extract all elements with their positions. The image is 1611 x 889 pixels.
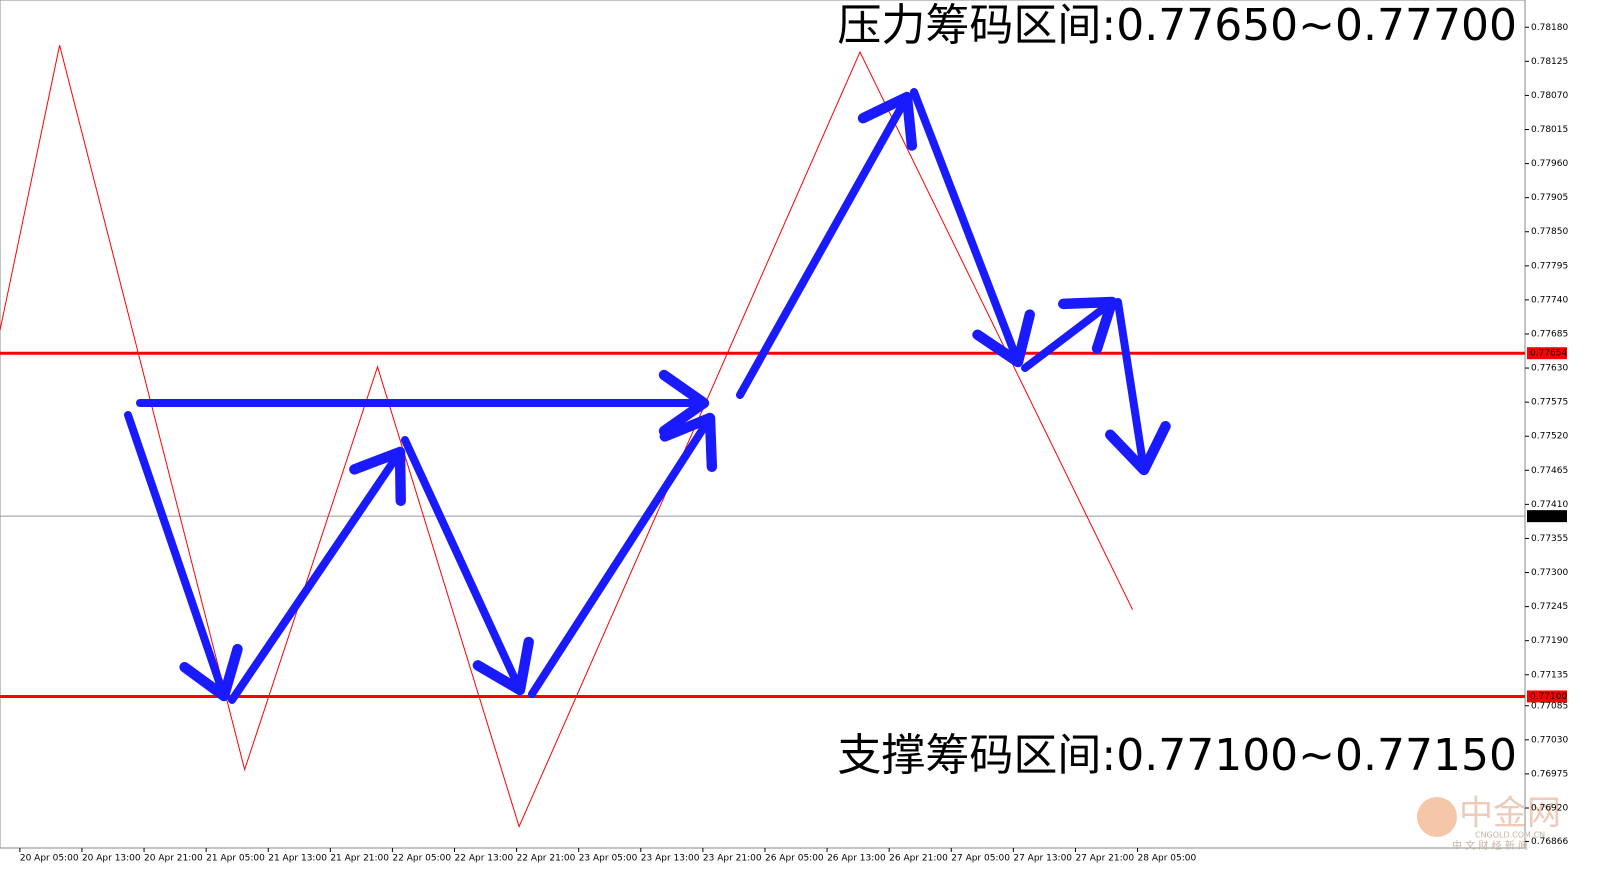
- x-tick-label: 27 Apr 05:00: [951, 854, 1010, 864]
- x-tick-label: 20 Apr 05:00: [20, 854, 79, 864]
- x-tick-label: 20 Apr 21:00: [144, 854, 203, 864]
- arrow: [1021, 296, 1118, 372]
- price-tag-label: 0.77100: [1530, 692, 1567, 702]
- y-tick-label: 0.76866: [1531, 837, 1568, 847]
- arrow: [228, 446, 406, 704]
- arrow: [401, 436, 534, 696]
- y-tick-label: 0.77575: [1531, 398, 1568, 408]
- trend-arrows: [124, 88, 1171, 704]
- x-tick-label: 26 Apr 21:00: [889, 854, 948, 864]
- y-tick-label: 0.77135: [1531, 670, 1568, 680]
- y-tick-label: 0.76975: [1531, 769, 1568, 779]
- y-tick-label: 0.77850: [1531, 227, 1568, 237]
- price-tag: [1527, 690, 1567, 703]
- watermark-slogan: 中 文 财 经 新 闻: [1452, 839, 1528, 852]
- watermark-site: CNGOLD.COM.CN: [1475, 831, 1545, 840]
- x-tick-label: 22 Apr 21:00: [517, 854, 576, 864]
- y-tick-label: 0.77030: [1531, 735, 1568, 745]
- x-tick-label: 23 Apr 21:00: [703, 854, 762, 864]
- x-tick-label: 27 Apr 21:00: [1075, 854, 1134, 864]
- y-tick-label: 0.78125: [1531, 57, 1568, 67]
- y-tick-label: 0.77245: [1531, 602, 1568, 612]
- price-tag-label: 0.77654: [1530, 349, 1567, 359]
- y-tick-label: 0.77795: [1531, 261, 1568, 271]
- x-tick-label: 22 Apr 05:00: [392, 854, 451, 864]
- y-tick-label: 0.77685: [1531, 329, 1568, 339]
- y-tick-label: 0.78070: [1531, 91, 1568, 101]
- price-tag-label: 0.77391: [1530, 512, 1567, 522]
- x-tick-label: 22 Apr 13:00: [455, 854, 514, 864]
- y-tick-label: 0.77465: [1531, 466, 1568, 476]
- y-tick-label: 0.78180: [1531, 23, 1568, 33]
- watermark-logo: 中金网: [1459, 794, 1561, 834]
- y-tick-label: 0.77190: [1531, 636, 1568, 646]
- price-tag: [1527, 347, 1567, 360]
- x-tick-label: 21 Apr 21:00: [330, 854, 389, 864]
- x-tick-label: 26 Apr 13:00: [827, 854, 886, 864]
- y-tick-label: 0.77960: [1531, 159, 1568, 169]
- x-tick-label: 27 Apr 13:00: [1013, 854, 1072, 864]
- y-tick-label: 0.76920: [1531, 803, 1568, 813]
- y-tick-label: 0.77520: [1531, 432, 1568, 442]
- y-tick-label: 0.77355: [1531, 534, 1568, 544]
- x-tick-label: 23 Apr 05:00: [579, 854, 638, 864]
- y-tick-label: 0.77740: [1531, 295, 1568, 305]
- annotation: 支撑筹码区间:0.77100~0.77150: [837, 730, 1517, 781]
- x-tick-label: 21 Apr 13:00: [268, 854, 327, 864]
- x-tick-label: 28 Apr 05:00: [1138, 854, 1197, 864]
- annotation: 压力筹码区间:0.77650~0.77700: [837, 0, 1517, 51]
- plot-area: [0, 0, 1526, 849]
- arrow: [910, 88, 1035, 368]
- y-tick-label: 0.77630: [1531, 364, 1568, 374]
- price-tag: [1527, 510, 1567, 523]
- y-tick-label: 0.77085: [1531, 701, 1568, 711]
- arrow: [1105, 298, 1171, 476]
- arrow: [528, 412, 718, 698]
- y-tick-label: 0.78015: [1531, 125, 1568, 135]
- zigzag-line: [0, 45, 1134, 829]
- y-tick-label: 0.77905: [1531, 193, 1568, 203]
- x-tick-label: 26 Apr 05:00: [765, 854, 824, 864]
- y-tick-label: 0.77410: [1531, 500, 1568, 510]
- x-tick-label: 21 Apr 05:00: [206, 854, 265, 864]
- arrow: [736, 91, 918, 399]
- arrow: [124, 411, 243, 702]
- watermark-logo-icon: [1417, 797, 1457, 837]
- x-tick-label: 20 Apr 13:00: [82, 854, 141, 864]
- y-tick-label: 0.77300: [1531, 568, 1568, 578]
- x-tick-label: 23 Apr 13:00: [641, 854, 700, 864]
